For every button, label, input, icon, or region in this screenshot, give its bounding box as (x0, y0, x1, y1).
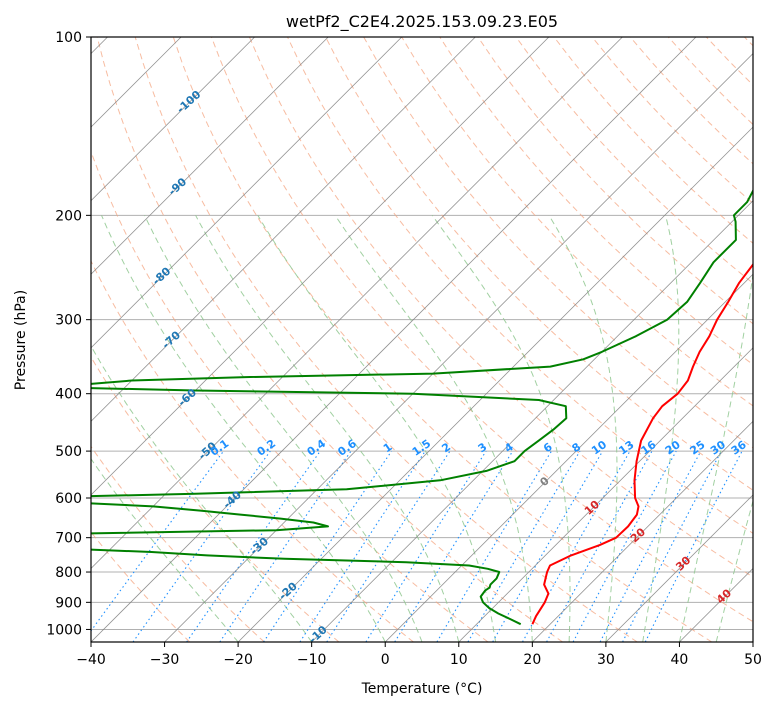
dry-adiabat (325, 37, 753, 491)
y-tick-label: 700 (55, 531, 82, 547)
isotherm-line (458, 347, 753, 642)
x-tick-label: 50 (744, 652, 762, 668)
y-tick-label: 300 (55, 313, 82, 329)
mixing-ratio-line (186, 450, 321, 642)
isotherm-line (311, 200, 753, 642)
dry-adiabat (248, 37, 753, 578)
temperature-profile (531, 262, 753, 625)
dry-adiabat (91, 259, 414, 642)
moist-adiabat (334, 215, 533, 642)
y-tick-label: 400 (55, 387, 82, 403)
moist-adiabat (642, 215, 680, 642)
plot-area (91, 37, 753, 642)
moist-adiabats (91, 215, 753, 642)
y-tick-label: 600 (55, 491, 82, 507)
moist-adiabat (678, 270, 753, 642)
moist-adiabat (195, 215, 460, 642)
mixing-ratio-line (299, 450, 426, 642)
mixing-ratio-line (326, 450, 451, 642)
moist-adiabat (91, 345, 313, 642)
isotherm-line (237, 126, 753, 642)
mixing-ratio-line (467, 450, 581, 642)
dry-adiabat (91, 445, 265, 642)
y-tick-label: 800 (55, 565, 82, 581)
moist-adiabat (91, 457, 239, 642)
isotherm-line (91, 37, 697, 642)
x-axis: −40 −30 −20 −10 0 10 20 30 40 50 (76, 642, 762, 668)
mixing-ratio-line (219, 450, 352, 642)
x-tick-label: −40 (76, 652, 106, 668)
y-tick-label: 500 (55, 444, 82, 460)
chart-title: wetPf2_C2E4.2025.153.09.23.E05 (286, 12, 558, 32)
dry-adiabat (515, 37, 753, 284)
isotherm-line (605, 494, 753, 642)
isotherm-line (91, 37, 329, 275)
mixing-ratio-line (599, 450, 702, 642)
mixing-ratio-line (365, 450, 487, 642)
isotherm-line (91, 37, 550, 496)
moist-adiabat (431, 215, 571, 642)
mixing-ratio-line (572, 450, 677, 642)
y-axis: 100 200 300 400 500 600 700 800 900 1000 (46, 30, 91, 638)
x-tick-label: 20 (523, 652, 541, 668)
isotherm-line (532, 420, 753, 642)
dry-adiabat (134, 37, 638, 642)
x-tick-label: 30 (597, 652, 615, 668)
x-tick-label: −30 (150, 652, 180, 668)
dewpoint-profile (91, 188, 753, 626)
isotherm-line (91, 37, 623, 570)
x-tick-label: −20 (223, 652, 253, 668)
moist-adiabat (101, 215, 386, 642)
mixing-ratio-line (436, 450, 552, 642)
x-tick-label: −10 (297, 652, 327, 668)
x-axis-title: Temperature (°C) (361, 681, 483, 697)
isotherm-line (91, 37, 255, 202)
mixing-ratio-line (263, 450, 392, 642)
isotherm-line (164, 52, 753, 642)
y-tick-label: 900 (55, 595, 82, 611)
isotherm-line (384, 273, 753, 642)
dry-adiabat (96, 37, 563, 642)
moist-adiabat (548, 215, 618, 642)
isotherm-line (91, 37, 403, 349)
y-tick-label: 100 (55, 30, 82, 46)
plot-frame (90, 36, 754, 643)
x-tick-label: 10 (450, 652, 468, 668)
moist-adiabat (144, 215, 423, 642)
sounding-profiles (91, 188, 753, 626)
dry-adiabat (287, 37, 753, 534)
y-tick-label: 200 (55, 208, 82, 224)
y-axis-title: Pressure (hPa) (13, 290, 29, 390)
x-tick-label: 40 (671, 652, 689, 668)
x-tick-label: 0 (381, 652, 390, 668)
y-tick-label: 1000 (46, 622, 82, 638)
skewed-isotherms (91, 37, 753, 642)
dry-adiabat (210, 37, 753, 623)
mixing-ratio-line (132, 450, 271, 642)
isotherm-line (91, 37, 476, 422)
